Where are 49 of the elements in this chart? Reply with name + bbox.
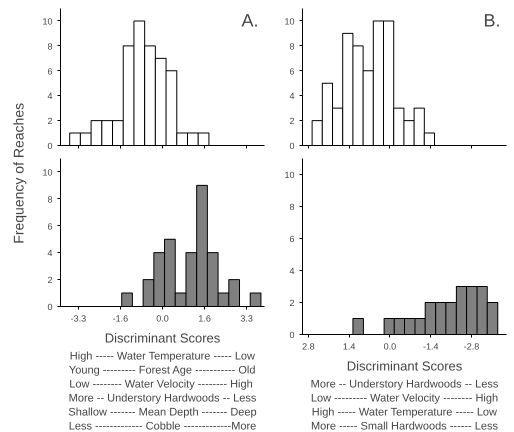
- y-tick-label: 2: [289, 298, 295, 308]
- text: More ----- Small Hardwoods ------ Less: [310, 420, 499, 432]
- y-tick-label: 2: [47, 275, 53, 286]
- y-axis-title: Frequency of Reaches: [10, 102, 26, 244]
- x-axis-title: Discriminant Scores: [346, 358, 463, 374]
- text: High ----- Water Temperature ----- Low: [312, 406, 498, 418]
- y-tick-label: 0: [289, 330, 295, 340]
- y-tick-label: 6: [47, 66, 53, 76]
- chart-title: B.: [483, 10, 501, 30]
- text: High ----- Water Temperature ----- Low: [70, 350, 256, 362]
- text: Young --------- Forest Age ----------- Old: [68, 364, 256, 376]
- y-tick-label: 0: [47, 141, 53, 151]
- x-tick-label: 0.0: [384, 342, 396, 352]
- y-tick-label: 8: [289, 202, 295, 212]
- x-tick-label: 2.8: [302, 342, 315, 352]
- y-tick-label: 8: [47, 194, 53, 204]
- y-tick-label: 6: [289, 66, 295, 76]
- y-tick-label: 4: [47, 248, 53, 258]
- y-tick-label: 0: [47, 302, 53, 312]
- y-tick-label: 10: [284, 170, 295, 180]
- x-tick-label: 1.4: [342, 342, 356, 352]
- y-tick-label: 6: [47, 221, 53, 232]
- y-tick-label: 2: [289, 116, 295, 126]
- y-tick-label: 10: [284, 16, 295, 26]
- y-tick-label: 4: [47, 91, 53, 102]
- text: More -- Understory Hardwoods -- Less: [310, 378, 499, 390]
- x-axis-title: Discriminant Scores: [104, 330, 221, 346]
- x-tick-label: 3.3: [240, 314, 253, 324]
- x-tick-label: -2.8: [464, 342, 480, 352]
- y-tick-label: 0: [289, 141, 295, 151]
- y-tick-label: 10: [42, 167, 53, 178]
- y-tick-label: 8: [289, 41, 295, 52]
- y-tick-label: 10: [42, 16, 53, 26]
- y-tick-label: 4: [289, 91, 295, 102]
- x-tick-label: 0.0: [156, 314, 169, 324]
- text: Shallow ------- Mean Depth ------- Deep: [68, 406, 257, 418]
- x-tick-label: -1.4: [422, 342, 438, 352]
- chart-title: A.: [241, 10, 259, 30]
- y-tick-label: 8: [47, 41, 53, 52]
- y-tick-label: 2: [47, 116, 53, 126]
- y-tick-label: 6: [289, 234, 295, 244]
- text: Less ------------- Cobble -------------More: [68, 420, 256, 432]
- y-tick-label: 4: [289, 266, 295, 276]
- text: More -- Understory Hardwoods -- Less: [68, 392, 257, 404]
- text: Low -------- Water Velocity -------- High: [69, 378, 253, 390]
- x-tick-label: -3.3: [70, 314, 86, 324]
- text: Low --------- Water Velocity -------- High: [310, 392, 498, 404]
- x-tick-label: 1.6: [198, 314, 211, 324]
- x-tick-label: -1.6: [112, 314, 128, 324]
